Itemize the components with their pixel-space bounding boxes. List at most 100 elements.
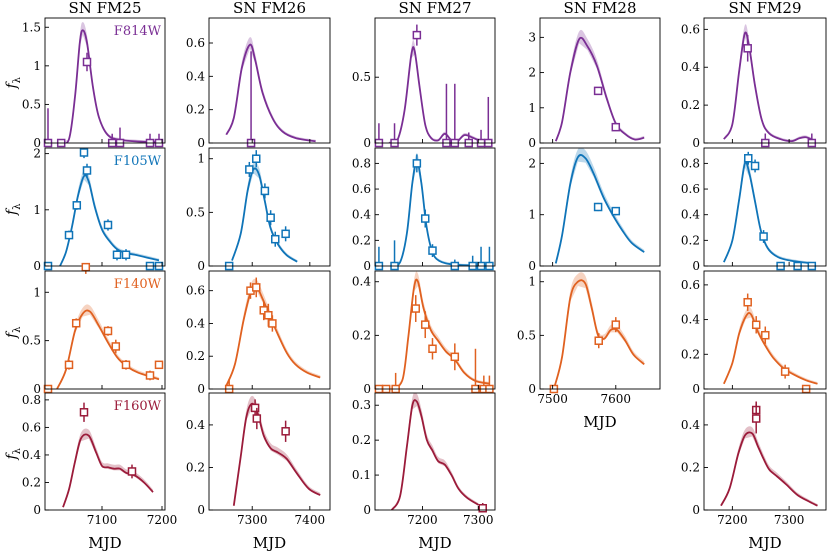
data-point xyxy=(611,317,621,333)
y-tick-label: 0.8 xyxy=(681,156,700,170)
model-curve xyxy=(59,29,157,143)
panel-frame xyxy=(539,17,661,144)
y-tick-label: 0.2 xyxy=(681,98,700,112)
panel-frame xyxy=(703,392,827,511)
panel-frame xyxy=(539,147,661,267)
data-point xyxy=(450,83,460,148)
y-tick-label: 0 xyxy=(692,382,700,396)
data-point xyxy=(484,96,493,148)
data-point xyxy=(121,359,131,370)
panel-f814w-col1: 0 0.2 0.4 0.6 xyxy=(186,17,331,150)
y-tick-label: 0.2 xyxy=(681,233,700,247)
y-tick-label: 0.4 xyxy=(352,208,371,222)
data-marker xyxy=(251,154,261,163)
data-marker xyxy=(478,504,487,513)
data-point xyxy=(111,339,121,354)
x-tick-label: 7300 xyxy=(463,513,494,527)
model-uncertainty-band xyxy=(721,426,818,506)
data-point xyxy=(260,183,270,199)
data-marker xyxy=(281,229,290,239)
panel-f105w-col2: 0 0.2 0.4 0.6 0.8 xyxy=(352,147,496,273)
y-tick-label: 0.3 xyxy=(352,398,371,412)
panel-frame xyxy=(44,17,166,144)
y-tick-label: 0 xyxy=(33,382,41,396)
x-tick-label: 7200 xyxy=(147,513,178,527)
model-curve xyxy=(554,154,645,264)
data-point xyxy=(268,315,277,332)
data-point xyxy=(593,86,603,96)
data-point xyxy=(761,133,770,148)
data-point xyxy=(103,326,113,336)
data-marker xyxy=(127,467,137,476)
y-tick-label: 0.4 xyxy=(352,275,371,289)
y-tick-label: 0 xyxy=(197,382,205,396)
y-tick-label: 0.4 xyxy=(681,313,700,327)
data-point xyxy=(266,210,275,226)
data-point xyxy=(72,200,82,210)
data-marker xyxy=(82,166,92,175)
y-tick-label: 0 xyxy=(528,136,536,150)
y-tick-label: 0.2 xyxy=(352,328,371,342)
panel-f140w-col3: 0 0.5 1 7500 7600 xyxy=(517,270,661,406)
y-tick-label: 0.6 xyxy=(186,284,205,298)
data-point xyxy=(412,24,422,46)
model-curve xyxy=(393,278,490,389)
y-axis-label-main: f xyxy=(4,330,20,339)
data-marker xyxy=(751,414,761,423)
data-marker xyxy=(103,220,113,230)
model-uncertainty-band xyxy=(232,161,298,262)
data-point xyxy=(112,249,122,261)
model-curve xyxy=(232,402,321,506)
y-tick-label: 0.2 xyxy=(681,460,700,474)
data-point xyxy=(468,255,477,271)
filter-label: F105W xyxy=(114,154,162,169)
data-marker xyxy=(64,360,74,370)
y-tick-label: 0 xyxy=(528,259,536,273)
data-point xyxy=(428,244,437,258)
panel-f105w-col4: 0 0.2 0.4 0.6 0.8 xyxy=(681,147,827,273)
panel-f160w-col2: 0 0.1 0.2 0.3 7200 7300 xyxy=(352,392,496,527)
data-marker xyxy=(281,427,290,436)
model-curve xyxy=(723,312,818,385)
data-marker xyxy=(145,371,155,380)
column-title-2: SN FM27 xyxy=(398,0,471,17)
x-axis-label: MJD xyxy=(748,534,781,552)
y-tick-label: 0.1 xyxy=(352,468,371,482)
y-tick-label: 0 xyxy=(197,259,205,273)
y-axis-label-sub: λ xyxy=(12,203,23,210)
y-axis-label: fλ xyxy=(4,76,23,89)
data-point xyxy=(611,122,621,132)
data-point xyxy=(450,259,460,271)
model-curve xyxy=(231,167,298,263)
data-point xyxy=(281,420,290,442)
data-marker xyxy=(744,154,753,163)
panel-frame xyxy=(44,147,166,267)
data-marker xyxy=(751,320,761,330)
panel-frame xyxy=(374,17,496,144)
y-tick-label: 0.2 xyxy=(186,460,205,474)
data-marker xyxy=(593,86,603,96)
data-marker xyxy=(260,186,270,196)
panel-f140w-col2: 0 0.2 0.4 xyxy=(352,270,496,396)
data-marker xyxy=(266,213,275,222)
data-marker xyxy=(250,403,260,413)
data-marker xyxy=(450,352,460,362)
data-marker xyxy=(428,246,437,255)
data-point xyxy=(594,333,603,349)
y-axis-label-sub: λ xyxy=(12,447,23,454)
data-marker xyxy=(743,44,752,53)
model-uncertainty-band xyxy=(391,153,490,266)
data-marker xyxy=(259,306,268,315)
data-point xyxy=(743,293,752,311)
data-marker xyxy=(264,311,273,320)
data-point xyxy=(250,399,260,417)
model-uncertainty-band xyxy=(60,168,159,266)
data-point xyxy=(251,150,261,168)
y-tick-label: 0.5 xyxy=(186,205,205,219)
y-tick-label: 0.5 xyxy=(517,328,536,342)
data-point xyxy=(259,300,268,321)
data-point xyxy=(450,343,460,371)
model-uncertainty-band xyxy=(389,39,481,143)
data-point xyxy=(428,338,437,360)
